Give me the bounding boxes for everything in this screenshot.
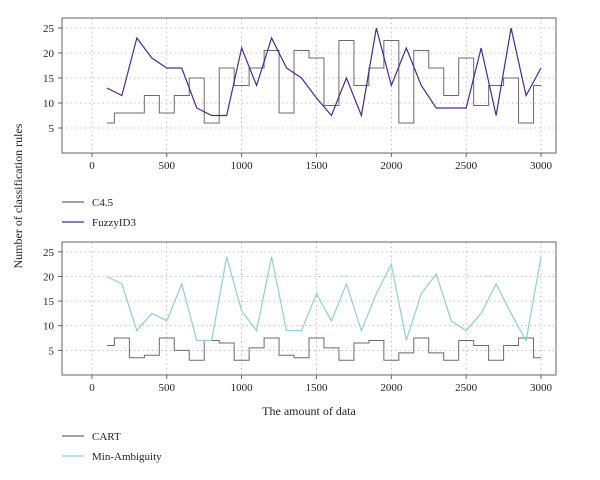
y-tick-label: 5: [49, 345, 55, 357]
y-tick-label: 15: [43, 296, 55, 308]
y-tick-label: 15: [43, 73, 55, 85]
y-tick-label: 5: [49, 123, 55, 135]
legend-label: C4.5: [92, 197, 114, 209]
x-tick-label: 2000: [380, 160, 403, 172]
y-tick-label: 10: [43, 321, 55, 333]
legend-label: Min-Ambiguity: [92, 451, 162, 463]
x-tick-label: 2500: [455, 160, 478, 172]
y-tick-label: 10: [43, 98, 55, 110]
series-line-c4-5: [106, 40, 542, 124]
x-tick-label: 500: [159, 382, 176, 394]
y-tick-label: 25: [43, 247, 55, 259]
x-tick-label: 0: [89, 382, 95, 394]
x-tick-label: 1500: [305, 160, 328, 172]
x-tick-label: 1000: [231, 160, 254, 172]
y-tick-label: 20: [43, 271, 55, 283]
legend-label: FuzzyID3: [92, 217, 136, 229]
x-tick-label: 2500: [455, 382, 478, 394]
x-tick-label: 0: [89, 160, 95, 172]
x-tick-label: 500: [159, 160, 176, 172]
series-line-min-ambiguity: [106, 256, 542, 343]
plot-frame: [61, 17, 557, 154]
plot-frame: [61, 241, 557, 376]
y-tick-label: 20: [43, 48, 55, 60]
x-axis-title: The amount of data: [262, 404, 356, 418]
x-tick-label: 3000: [530, 382, 553, 394]
x-tick-label: 3000: [530, 160, 553, 172]
y-tick-label: 25: [43, 23, 55, 35]
x-tick-label: 1500: [305, 382, 328, 394]
x-tick-label: 1000: [231, 382, 254, 394]
legend-label: CART: [92, 431, 121, 443]
series-line-cart: [106, 337, 542, 361]
x-tick-label: 2000: [380, 382, 403, 394]
y-axis-title: Number of classification rules: [11, 123, 25, 268]
series-line-fuzzyid3: [106, 27, 542, 118]
